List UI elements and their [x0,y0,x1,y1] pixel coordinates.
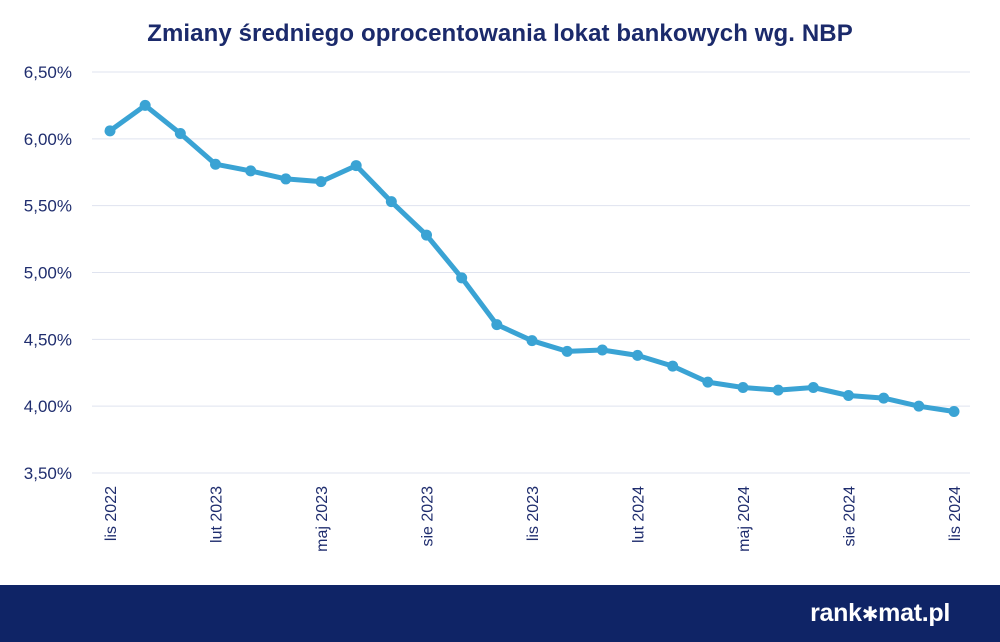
brand-text-end: mat.pl [878,599,950,627]
x-axis-ticks: lis 2022 lut 2023 maj 2023 sie 2023 lis 2023… [103,486,964,552]
brand-logo[interactable]: rank✱mat.pl [810,599,950,628]
data-point[interactable] [210,158,221,170]
data-point[interactable] [948,406,960,418]
x-tick-label: lis 2024 [947,486,964,541]
gridlines [92,71,970,474]
y-tick-label: 5,00% [24,264,72,283]
data-point[interactable] [772,384,784,396]
y-tick-label: 4,50% [24,330,72,349]
data-point[interactable] [456,272,468,284]
x-tick-label: lis 2022 [103,486,120,541]
y-tick-label: 5,50% [24,197,72,216]
y-tick-label: 6,50% [24,63,72,82]
y-tick-label: 4,00% [24,397,72,416]
y-axis-ticks: 6,50% 6,00% 5,50% 5,00% 4,50% 4,00% 3,50% [24,63,72,483]
data-point[interactable] [174,127,186,139]
data-point[interactable] [139,99,151,111]
data-point[interactable] [526,335,538,347]
data-point[interactable] [104,125,116,137]
data-point[interactable] [913,400,925,412]
x-tick-label: sie 2023 [420,486,437,547]
chart-title: Zmiany średniego oprocentowania lokat ba… [147,20,853,47]
data-point[interactable] [702,376,714,388]
data-point[interactable] [667,360,679,372]
data-point[interactable] [737,381,749,393]
x-tick-label: sie 2024 [842,486,859,547]
data-point[interactable] [807,381,819,393]
series-line [107,102,957,414]
data-point[interactable] [632,349,643,361]
y-tick-label: 6,00% [24,130,72,149]
data-point[interactable] [878,392,890,404]
data-series [104,99,960,418]
x-tick-label: maj 2023 [314,486,331,552]
data-point[interactable] [421,229,432,241]
data-point[interactable] [350,160,362,172]
data-point[interactable] [280,173,292,185]
x-tick-label: lis 2023 [525,486,542,541]
star-icon: ✱ [861,604,879,626]
data-point[interactable] [561,345,573,357]
x-tick-label: lut 2024 [631,486,648,543]
data-point[interactable] [385,196,397,208]
brand-text-start: rank [810,599,862,627]
footer-bar: rank✱mat.pl [0,585,1000,642]
data-point[interactable] [491,319,503,331]
data-point[interactable] [245,165,257,177]
y-tick-label: 3,50% [24,464,72,483]
line-chart: 6,50% 6,00% 5,50% 5,00% 4,50% 4,00% 3,50% lis … [24,63,970,552]
x-tick-label: maj 2024 [736,486,753,552]
data-point[interactable] [596,344,608,356]
data-point[interactable] [843,389,854,401]
x-tick-label: lut 2023 [209,486,226,543]
data-point[interactable] [315,176,327,188]
